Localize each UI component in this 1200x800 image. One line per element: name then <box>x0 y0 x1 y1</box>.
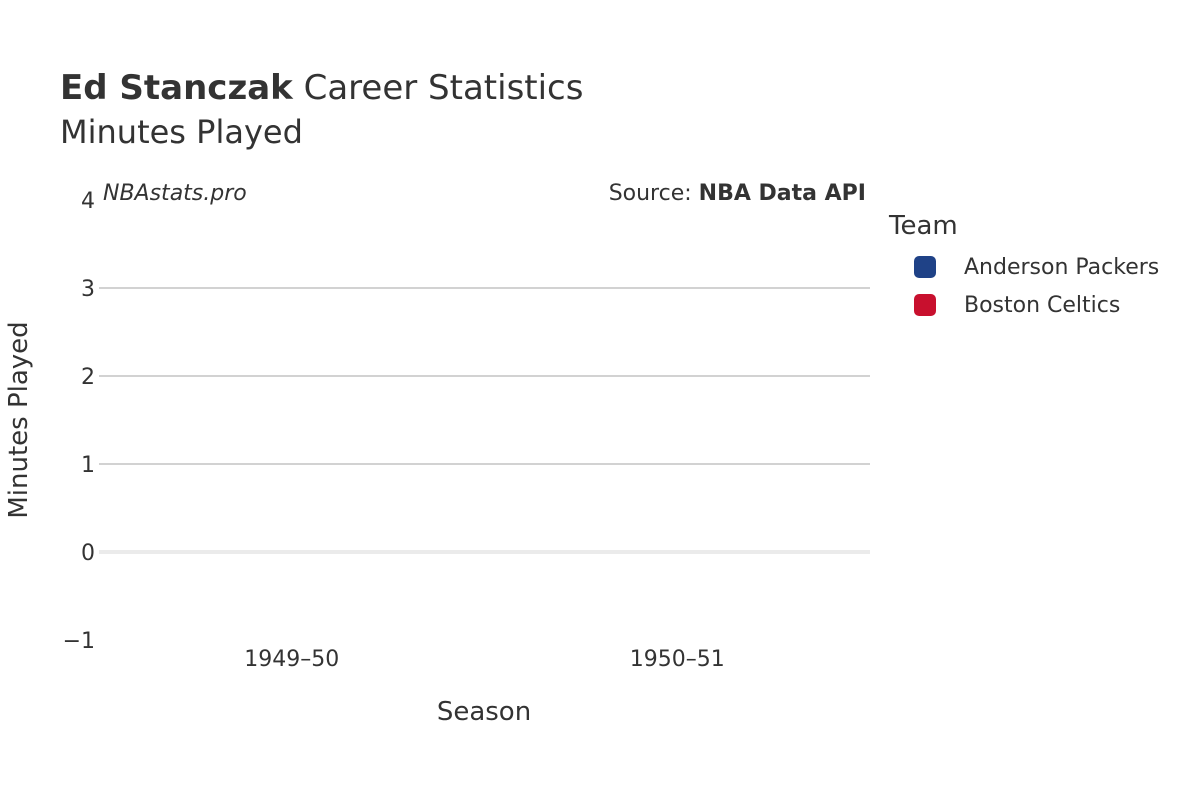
y-tick-label: 0 <box>81 541 95 566</box>
source-prefix: Source: <box>609 181 699 206</box>
legend: Team Anderson Packers Boston Celtics <box>889 210 1159 324</box>
y-tick-labels: −1 0 1 2 3 4 <box>63 189 95 654</box>
legend-item-boston-celtics[interactable]: Boston Celtics <box>889 286 1159 324</box>
chart-title: Ed Stanczak Career Statistics <box>60 68 583 108</box>
legend-label: Boston Celtics <box>964 292 1121 318</box>
grid-lines <box>99 287 870 554</box>
y-tick-label: −1 <box>63 629 95 654</box>
legend-title: Team <box>889 211 958 241</box>
y-tick-label: 3 <box>81 277 95 302</box>
legend-swatch <box>914 294 936 316</box>
y-tick-label: 1 <box>81 453 95 478</box>
chart-title-block: Ed Stanczak Career Statistics Minutes Pl… <box>60 68 583 152</box>
legend-item-anderson-packers[interactable]: Anderson Packers <box>889 248 1159 286</box>
y-tick-label: 4 <box>81 189 95 214</box>
legend-label: Anderson Packers <box>964 254 1160 280</box>
x-tick-label: 1949–50 <box>244 647 339 672</box>
source-name: NBA Data API <box>699 181 866 206</box>
x-tick-label: 1950–51 <box>630 647 725 672</box>
x-tick-labels: 1949–50 1950–51 <box>244 647 724 672</box>
x-axis-title: Season <box>437 697 531 727</box>
player-name: Ed Stanczak <box>60 68 293 108</box>
chart-subtitle: Minutes Played <box>60 113 303 151</box>
y-axis-title: Minutes Played <box>4 321 34 518</box>
title-suffix: Career Statistics <box>303 68 584 108</box>
y-tick-label: 2 <box>81 365 95 390</box>
source-text: Source: NBA Data API <box>609 181 866 206</box>
legend-swatch <box>914 256 936 278</box>
watermark-text: NBAstats.pro <box>103 181 247 206</box>
